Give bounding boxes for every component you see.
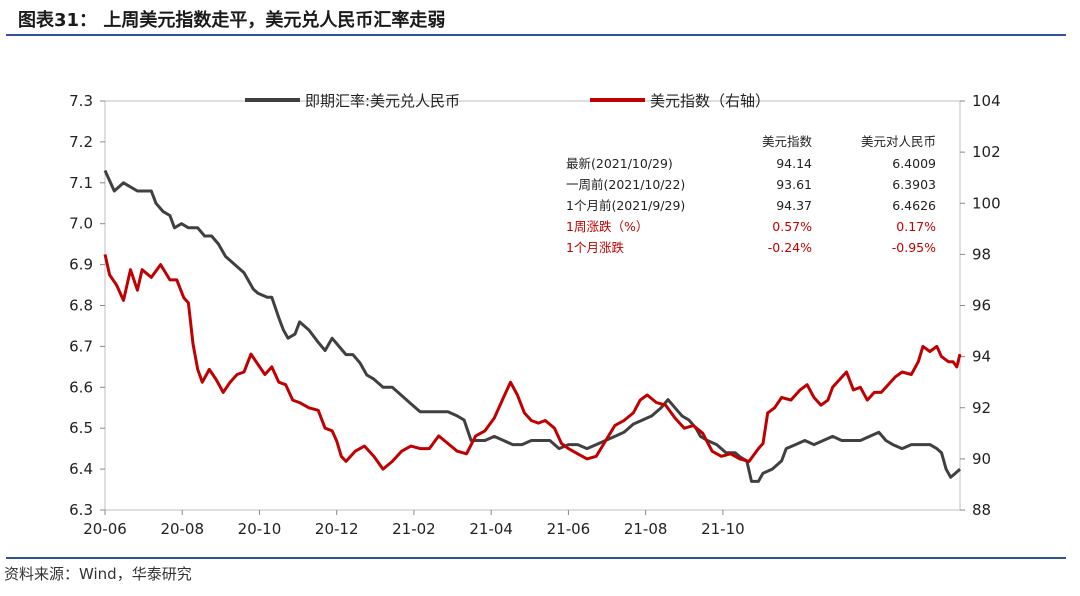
left-tick-label: 6.4 bbox=[69, 460, 93, 478]
legend-label-dxy: 美元指数（右轴） bbox=[650, 92, 770, 110]
x-tick-label: 21-08 bbox=[624, 520, 668, 538]
left-tick-label: 7.2 bbox=[69, 133, 93, 151]
right-tick-label: 96 bbox=[972, 297, 991, 315]
right-tick-label: 104 bbox=[972, 92, 1001, 110]
left-tick-label: 6.5 bbox=[69, 419, 93, 437]
x-tick-label: 20-06 bbox=[83, 520, 127, 538]
x-tick-label: 20-10 bbox=[238, 520, 282, 538]
table-cell-dxy: 94.37 bbox=[776, 198, 812, 213]
left-tick-label: 6.6 bbox=[69, 378, 93, 396]
table-row-label: 最新(2021/10/29) bbox=[566, 156, 673, 171]
right-tick-label: 90 bbox=[972, 450, 991, 468]
left-tick-label: 7.0 bbox=[69, 215, 93, 233]
source-note: 资料来源：Wind，华泰研究 bbox=[4, 565, 192, 583]
table-cell-cny: 6.3903 bbox=[892, 177, 936, 192]
table-cell-dxy: 94.14 bbox=[776, 156, 812, 171]
chart-title: 图表31： 上周美元指数走平，美元兑人民币汇率走弱 bbox=[18, 10, 446, 31]
left-tick-label: 7.1 bbox=[69, 174, 93, 192]
table-cell-cny: 6.4626 bbox=[892, 198, 936, 213]
left-tick-label: 6.7 bbox=[69, 337, 93, 355]
left-tick-label: 7.3 bbox=[69, 92, 93, 110]
x-tick-label: 20-08 bbox=[160, 520, 204, 538]
x-axis: 20-06 20-08 20-10 20-12 21-02 21-04 21-06 21-08… bbox=[83, 510, 745, 538]
right-tick-label: 92 bbox=[972, 399, 991, 417]
right-tick-label: 100 bbox=[972, 194, 1001, 212]
table-row-label: 1个月前(2021/9/29) bbox=[566, 198, 685, 213]
x-tick-label: 21-02 bbox=[392, 520, 436, 538]
table-cell-dxy: -0.24% bbox=[768, 240, 812, 255]
table-cell-cny: 0.17% bbox=[896, 219, 936, 234]
table-cell-cny: 6.4009 bbox=[892, 156, 936, 171]
series-line-dxy bbox=[103, 254, 962, 471]
right-tick-label: 98 bbox=[972, 245, 991, 263]
table-header-cny: 美元对人民币 bbox=[861, 134, 936, 149]
left-tick-label: 6.8 bbox=[69, 297, 93, 315]
right-tick-label: 102 bbox=[972, 143, 1001, 161]
legend-label-usdcny: 即期汇率:美元兑人民币 bbox=[305, 92, 460, 110]
table-row-label: 1个月涨跌 bbox=[566, 240, 624, 255]
summary-table-bg bbox=[560, 130, 950, 260]
table-row-label: 1周涨跌（%） bbox=[566, 219, 648, 234]
series-lines bbox=[103, 169, 962, 483]
right-tick-label: 94 bbox=[972, 348, 991, 366]
left-tick-label: 6.9 bbox=[69, 256, 93, 274]
table-row-label: 一周前(2021/10/22) bbox=[566, 177, 685, 192]
source-rule bbox=[6, 557, 1066, 559]
x-tick-label: 21-10 bbox=[701, 520, 745, 538]
right-axis: 88 90 92 94 96 98 100 102 104 bbox=[960, 92, 1001, 519]
left-axis: 6.3 6.4 6.5 6.6 6.7 6.8 6.9 7.0 7.1 7.2 7.3 bbox=[69, 92, 105, 519]
series-line-usdcny bbox=[103, 169, 961, 483]
title-rule bbox=[6, 34, 1066, 36]
right-tick-label: 88 bbox=[972, 501, 991, 519]
x-tick-label: 21-06 bbox=[547, 520, 591, 538]
table-cell-dxy: 93.61 bbox=[776, 177, 812, 192]
x-tick-label: 20-12 bbox=[315, 520, 359, 538]
left-tick-label: 6.3 bbox=[69, 501, 93, 519]
table-cell-cny: -0.95% bbox=[892, 240, 936, 255]
legend: 即期汇率:美元兑人民币 美元指数（右轴） bbox=[245, 92, 770, 110]
table-header-dxy: 美元指数 bbox=[762, 134, 813, 149]
x-tick-label: 21-04 bbox=[469, 520, 513, 538]
table-cell-dxy: 0.57% bbox=[772, 219, 812, 234]
